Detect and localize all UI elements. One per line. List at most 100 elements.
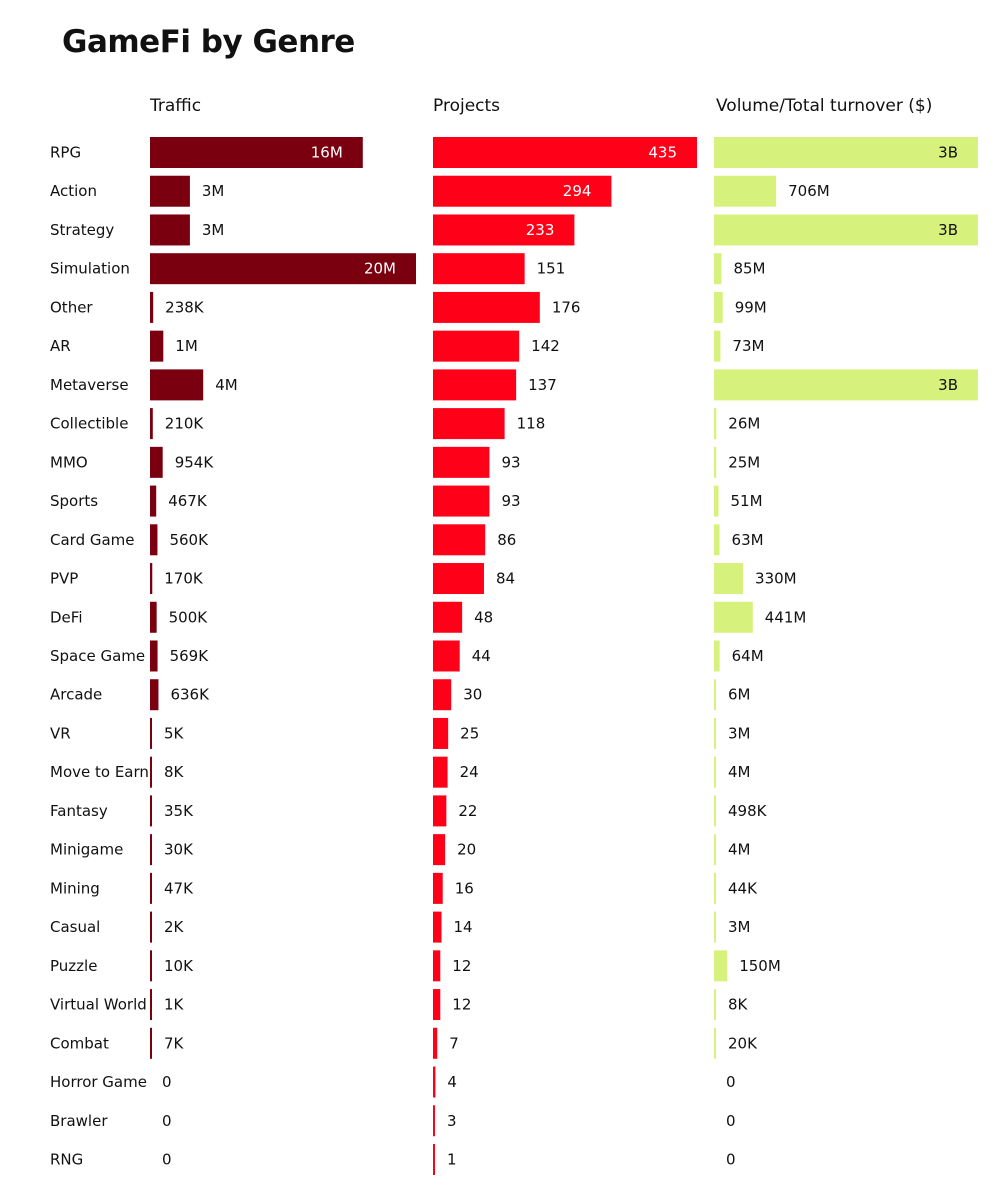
traffic-bar: [150, 524, 158, 556]
projects-value-label: 44: [472, 647, 491, 665]
category-label: AR: [50, 337, 71, 355]
traffic-value-label: 5K: [164, 724, 185, 742]
projects-value-label: 86: [497, 531, 516, 549]
volume-bar: [714, 253, 722, 285]
volume-value-label: 441M: [765, 608, 807, 626]
projects-bar: [433, 369, 517, 401]
projects-value-label: 93: [501, 492, 520, 510]
traffic-bar: [150, 834, 152, 866]
projects-value-label: 30: [463, 686, 482, 704]
traffic-value-label: 8K: [164, 763, 185, 781]
traffic-bar: [150, 756, 152, 788]
projects-bar: [433, 253, 525, 285]
projects-bar: [433, 795, 447, 827]
volume-value-label: 0: [726, 1112, 736, 1130]
traffic-bar: [150, 872, 152, 904]
volume-bar: [714, 330, 721, 362]
volume-bar: [714, 524, 720, 556]
traffic-bar: [150, 601, 157, 633]
traffic-value-label: 0: [162, 1073, 172, 1091]
traffic-value-label: 3M: [202, 182, 225, 200]
projects-bar: [433, 1027, 438, 1059]
projects-value-label: 294: [563, 182, 592, 200]
traffic-bar: [150, 369, 204, 401]
projects-bar: [433, 679, 452, 711]
category-label: Strategy: [50, 221, 114, 239]
traffic-bar: [150, 137, 363, 168]
projects-bar: [433, 485, 490, 517]
volume-value-label: 3M: [728, 724, 751, 742]
projects-value-label: 7: [449, 1034, 459, 1052]
volume-bar: [714, 601, 753, 633]
category-label: Arcade: [50, 686, 102, 704]
volume-bar: [714, 175, 777, 207]
volume-value-label: 25M: [728, 453, 760, 471]
traffic-value-label: 170K: [164, 570, 204, 588]
traffic-value-label: 35K: [164, 802, 194, 820]
traffic-value-label: 47K: [164, 879, 194, 897]
traffic-bar: [150, 679, 159, 711]
volume-value-label: 99M: [735, 298, 767, 316]
traffic-value-label: 238K: [165, 298, 205, 316]
volume-bar: [714, 872, 716, 904]
category-label: Fantasy: [50, 802, 108, 820]
traffic-value-label: 30K: [164, 841, 194, 859]
volume-value-label: 8K: [728, 996, 749, 1014]
traffic-bar: [150, 214, 190, 246]
traffic-value-label: 0: [162, 1112, 172, 1130]
category-label: Metaverse: [50, 376, 129, 394]
volume-value-label: 73M: [732, 337, 764, 355]
projects-value-label: 151: [537, 260, 566, 278]
projects-value-label: 93: [501, 453, 520, 471]
volume-bar: [714, 911, 716, 943]
projects-value-label: 233: [526, 221, 555, 239]
volume-value-label: 4M: [728, 841, 751, 859]
traffic-bar: [150, 911, 152, 943]
volume-value-label: 498K: [728, 802, 768, 820]
category-label: Casual: [50, 918, 100, 936]
projects-bar: [433, 717, 449, 749]
category-label: Combat: [50, 1034, 109, 1052]
volume-bar: [714, 1027, 716, 1059]
traffic-value-label: 560K: [169, 531, 209, 549]
traffic-value-label: 16M: [311, 144, 343, 162]
projects-value-label: 84: [496, 570, 515, 588]
traffic-value-label: 3M: [202, 221, 225, 239]
projects-value-label: 16: [455, 879, 474, 897]
category-label: Puzzle: [50, 957, 97, 975]
volume-value-label: 26M: [728, 415, 760, 433]
projects-bar: [433, 137, 697, 168]
projects-bar: [433, 989, 441, 1021]
volume-bar: [714, 485, 719, 517]
traffic-value-label: 500K: [169, 608, 209, 626]
volume-bar: [714, 446, 717, 478]
volume-bar: [714, 717, 716, 749]
category-label: Action: [50, 182, 97, 200]
traffic-bar: [150, 291, 154, 323]
volume-bar: [714, 408, 717, 440]
traffic-bar: [150, 175, 190, 207]
volume-bar: [714, 563, 744, 595]
projects-bar: [433, 1143, 435, 1175]
category-label: Sports: [50, 492, 98, 510]
projects-bar: [433, 756, 448, 788]
category-label: RNG: [50, 1150, 83, 1168]
projects-value-label: 20: [457, 841, 476, 859]
projects-bar: [433, 950, 441, 982]
volume-value-label: 4M: [728, 763, 751, 781]
projects-value-label: 12: [452, 996, 471, 1014]
category-label: PVP: [50, 570, 78, 588]
traffic-value-label: 1M: [175, 337, 198, 355]
traffic-value-label: 7K: [164, 1034, 185, 1052]
traffic-value-label: 467K: [168, 492, 208, 510]
traffic-bar: [150, 446, 163, 478]
category-label: Simulation: [50, 260, 130, 278]
volume-bar: [714, 756, 716, 788]
projects-bar: [433, 330, 520, 362]
traffic-value-label: 4M: [215, 376, 238, 394]
projects-bar: [433, 1105, 435, 1137]
volume-bar: [714, 640, 720, 672]
traffic-value-label: 10K: [164, 957, 194, 975]
traffic-value-label: 0: [162, 1150, 172, 1168]
category-label: Mining: [50, 879, 100, 897]
